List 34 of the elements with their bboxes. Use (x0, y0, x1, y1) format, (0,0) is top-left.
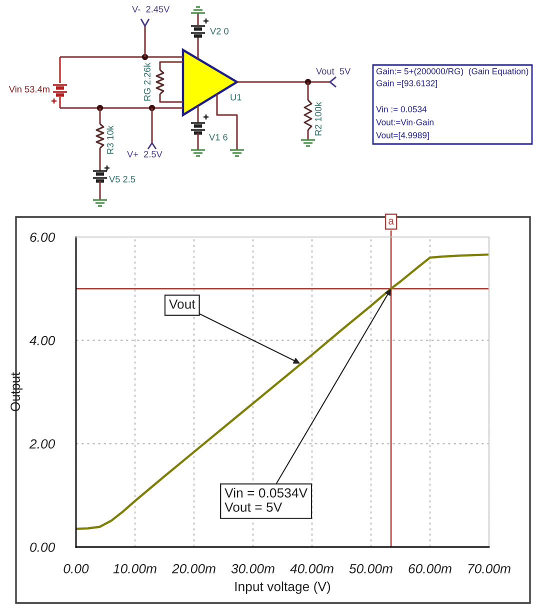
text: V- 2.45V (132, 6, 170, 12)
text: Gain:= 5+(200000/RG) (Gain Equation) (376, 68, 528, 76)
y-axis-title: Output (10, 372, 23, 412)
x-tick-label: 70.00m (468, 564, 510, 574)
x-axis-title: Input voltage (V) (235, 582, 330, 594)
y-tick-label: 6.00 (30, 232, 56, 242)
text: R2 100k (314, 102, 322, 136)
x-tick-label: 40.00m (290, 564, 334, 574)
y-tick-label: 0.00 (30, 542, 56, 552)
text: Vout=[4.9989] (376, 132, 429, 140)
x-tick-label: 0.00 (64, 564, 89, 574)
text: V+ 2.5V (127, 150, 162, 158)
x-tick-label: 20.00m (172, 564, 216, 574)
y-tick-label: 4.00 (30, 336, 56, 346)
annotation: Vin = 0.0534V Vout = 5V (224, 488, 308, 512)
x-tick-label: 60.00m (408, 564, 452, 574)
y-tick-label: 2.00 (29, 439, 56, 449)
line-series (76, 253, 489, 530)
text: Gain =[93.6132] (376, 80, 437, 88)
x-tick-label: 30.00m (231, 564, 274, 574)
x-tick-label: 50.00m (349, 564, 392, 574)
text: Vout 5V (316, 68, 351, 74)
x-tick-label: 10.00m (113, 564, 156, 574)
text: V5 2.5 (109, 176, 136, 182)
text: R3 10k (106, 125, 114, 154)
ref-line-label: a (388, 218, 394, 225)
text: Vout:=Vin·Gain (376, 118, 434, 126)
text: V1 6 (209, 134, 228, 140)
annotation: Vout (168, 300, 196, 309)
text: V2 0 (210, 28, 228, 34)
text: Vin 53.4m (8, 86, 50, 92)
text: U1 (230, 94, 242, 100)
text: RG 2.26k (144, 62, 150, 101)
text: Vin := 0.0534 (376, 106, 427, 112)
